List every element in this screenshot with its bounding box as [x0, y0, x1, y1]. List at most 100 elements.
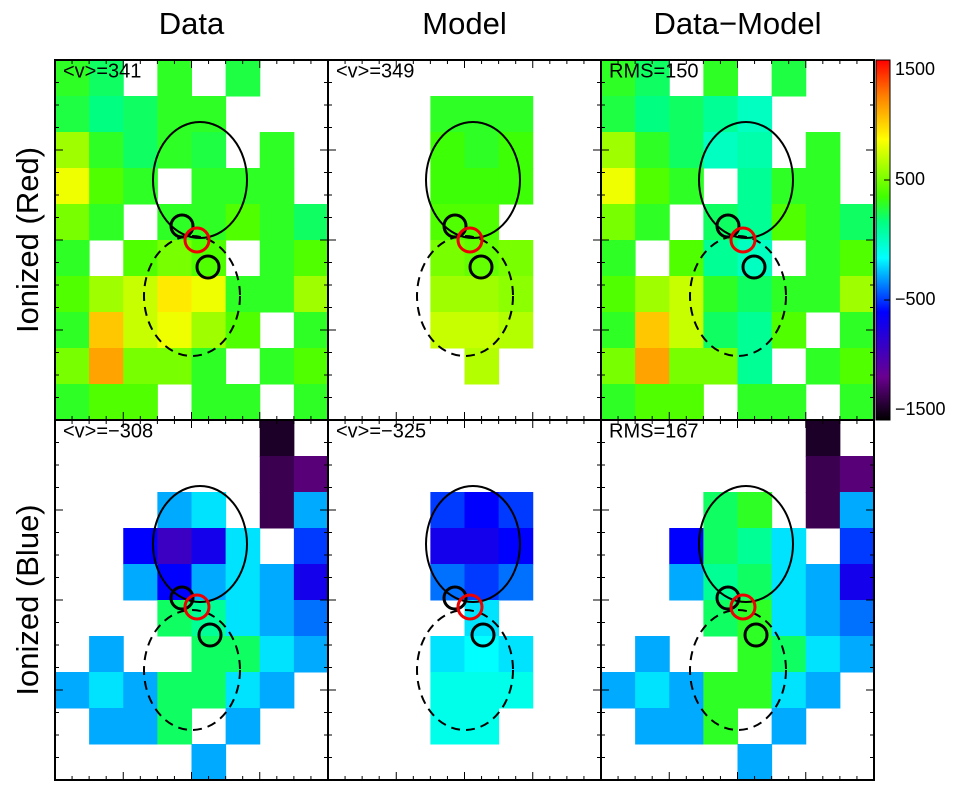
- pixel: [464, 276, 500, 313]
- pixel: [293, 564, 329, 601]
- pixel: [805, 276, 841, 313]
- pixel: [839, 348, 875, 385]
- pixel: [89, 312, 124, 349]
- pixel: [225, 60, 261, 97]
- pixel: [225, 276, 261, 313]
- column-title: Data: [159, 6, 225, 41]
- region-outline-dashed: [416, 235, 514, 357]
- pixel: [498, 96, 534, 133]
- source-marker: [197, 622, 223, 648]
- pixel: [669, 564, 704, 601]
- pixel: [259, 672, 295, 709]
- region-outline-dashed: [416, 609, 514, 731]
- pixel: [805, 420, 841, 457]
- panel-label: <v>=341: [63, 60, 141, 82]
- pixel: [89, 636, 124, 673]
- nucleus-marker: [729, 226, 757, 254]
- pixel: [669, 348, 704, 385]
- pixel: [225, 204, 261, 241]
- pixel: [601, 276, 636, 313]
- pixel: [55, 384, 90, 421]
- pixel: [805, 636, 841, 673]
- pixel: [464, 348, 500, 385]
- pixel: [89, 60, 124, 97]
- pixel: [669, 312, 704, 349]
- pixel: [464, 528, 500, 565]
- pixel: [601, 168, 636, 205]
- pixel: [259, 132, 295, 169]
- panel-label: <v>=349: [336, 60, 414, 82]
- pixel: [259, 600, 295, 637]
- pixel: [805, 564, 841, 601]
- source-marker: [715, 585, 741, 611]
- pixel: [225, 168, 261, 205]
- column-title: Model: [422, 6, 506, 41]
- pixel: [89, 348, 124, 385]
- pixel: [123, 564, 158, 601]
- pixel: [805, 168, 841, 205]
- pixel: [123, 240, 158, 277]
- pixel: [737, 492, 773, 529]
- row-title: Ionized (Blue): [10, 504, 45, 695]
- region-outline-dashed: [143, 609, 241, 731]
- pixel: [805, 456, 841, 493]
- pixel: [771, 708, 807, 745]
- pixel: [669, 384, 704, 421]
- pixel: [430, 492, 465, 529]
- source-marker: [442, 585, 468, 611]
- pixel: [498, 168, 534, 205]
- pixel: [225, 528, 261, 565]
- pixel: [191, 672, 227, 709]
- pixel: [259, 636, 295, 673]
- pixel: [498, 276, 534, 313]
- pixel: [55, 276, 90, 313]
- pixel: [669, 168, 704, 205]
- pixel: [771, 636, 807, 673]
- pixel: [635, 348, 670, 385]
- pixel: [805, 132, 841, 169]
- pixel: [191, 348, 227, 385]
- pixel: [703, 492, 738, 529]
- pixel: [89, 168, 124, 205]
- pixel: [601, 240, 636, 277]
- pixel: [191, 528, 227, 565]
- pixel: [635, 672, 670, 709]
- pixel: [430, 168, 465, 205]
- pixel: [225, 672, 261, 709]
- pixel: [191, 312, 227, 349]
- pixel: [123, 168, 158, 205]
- pixel: [839, 528, 875, 565]
- pixel: [293, 600, 329, 637]
- pixel: [635, 168, 670, 205]
- pixel: [703, 132, 738, 169]
- pixel: [635, 384, 670, 421]
- pixel: [464, 492, 500, 529]
- pixel: [771, 60, 807, 97]
- nucleus-marker: [456, 226, 484, 254]
- pixel: [498, 240, 534, 277]
- panel-label: RMS=150: [609, 60, 699, 82]
- pixel: [157, 528, 192, 565]
- pixel: [157, 96, 192, 133]
- source-marker: [169, 585, 195, 611]
- pixel: [703, 564, 738, 601]
- pixel: [771, 600, 807, 637]
- pixel: [737, 636, 773, 673]
- pixel: [123, 384, 158, 421]
- pixel: [259, 456, 295, 493]
- pixel: [123, 96, 158, 133]
- pixel: [293, 384, 329, 421]
- pixel: [737, 168, 773, 205]
- panel-label: <v>=−325: [336, 420, 426, 442]
- pixel: [635, 636, 670, 673]
- nucleus-marker: [729, 593, 757, 621]
- region-outline-dashed: [689, 609, 787, 731]
- pixel: [259, 204, 295, 241]
- pixel: [89, 384, 124, 421]
- pixel: [839, 564, 875, 601]
- pixel: [669, 132, 704, 169]
- colorbar-tick-label: 500: [895, 169, 925, 189]
- region-outline: [152, 485, 248, 603]
- pixel: [737, 276, 773, 313]
- pixel: [259, 276, 295, 313]
